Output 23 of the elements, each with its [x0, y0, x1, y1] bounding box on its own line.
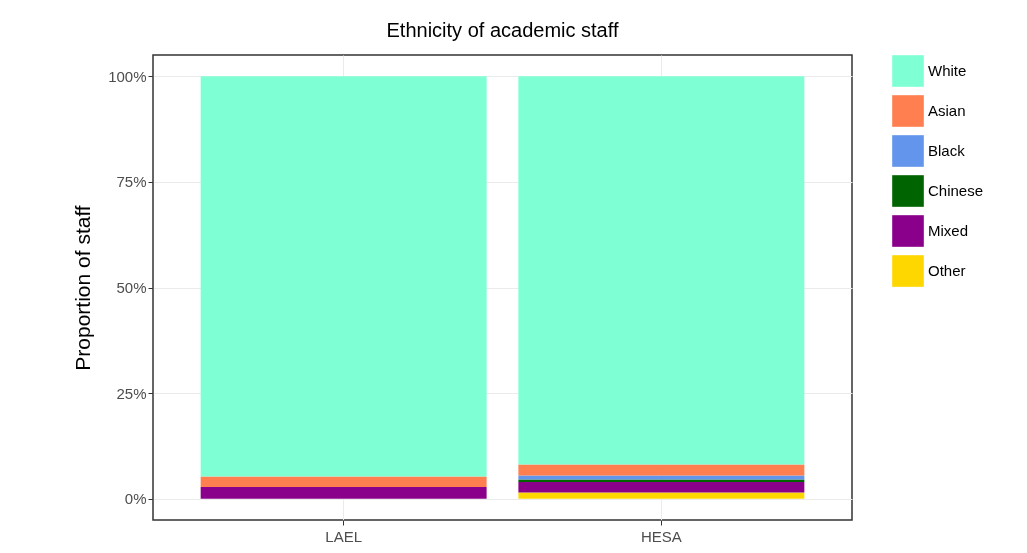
y-tick-label: 75% [116, 173, 147, 191]
bar [518, 76, 805, 465]
bar [518, 492, 805, 499]
x-tick-label: LAEL [325, 527, 362, 545]
y-tick-label: 50% [116, 279, 147, 296]
y-tick-label: 25% [116, 384, 147, 402]
legend-label: Other [928, 262, 966, 279]
y-axis-title: Proportion of staff [71, 205, 95, 371]
legend-label: Black [928, 142, 966, 159]
bar [518, 464, 805, 476]
y-tick-label: 0% [124, 490, 147, 508]
x-tick-label: HESA [640, 527, 682, 545]
legend-label: Chinese [928, 182, 984, 199]
bar [200, 476, 487, 488]
y-tick-label: 100% [108, 67, 147, 85]
legend-label: Asian [928, 102, 966, 119]
bar [518, 479, 805, 482]
bar [518, 481, 805, 493]
bar [200, 76, 487, 477]
legend-label: Mixed [928, 222, 969, 239]
legend-label: White [928, 62, 967, 79]
chart-title: Ethnicity of academic staff [386, 19, 619, 41]
bar [200, 487, 487, 499]
